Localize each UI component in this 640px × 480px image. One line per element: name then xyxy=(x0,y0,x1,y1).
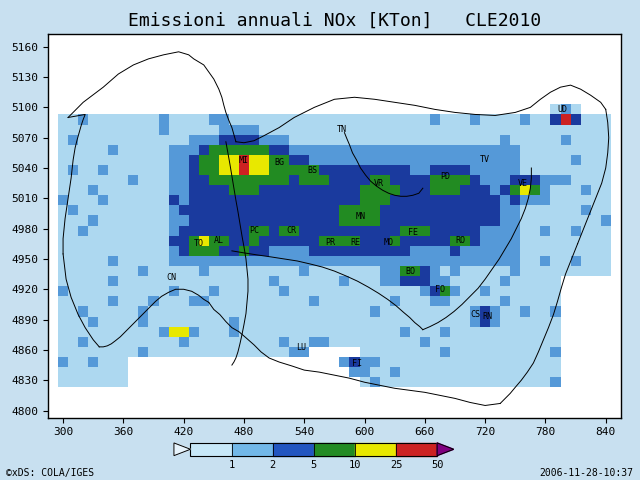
Text: MN: MN xyxy=(356,212,365,221)
Text: MI: MI xyxy=(239,156,249,166)
Text: 2006-11-28-10:37: 2006-11-28-10:37 xyxy=(540,468,634,478)
Text: TO: TO xyxy=(194,240,204,248)
Bar xyxy=(273,443,314,456)
Text: FI: FI xyxy=(351,359,362,368)
Text: 50: 50 xyxy=(431,460,444,470)
Text: VE: VE xyxy=(517,179,527,188)
Text: 25: 25 xyxy=(390,460,403,470)
Bar xyxy=(191,443,232,456)
Polygon shape xyxy=(437,443,454,456)
Text: MO: MO xyxy=(383,238,394,247)
Text: CR: CR xyxy=(286,226,296,235)
Bar xyxy=(314,443,355,456)
Text: ©xDS: COLA/IGES: ©xDS: COLA/IGES xyxy=(6,468,95,478)
Text: VR: VR xyxy=(374,179,383,188)
Text: 5: 5 xyxy=(310,460,317,470)
Text: RO: RO xyxy=(455,236,465,245)
Polygon shape xyxy=(174,443,191,456)
Text: FO: FO xyxy=(435,285,445,294)
Text: CN: CN xyxy=(166,273,177,282)
Text: LU: LU xyxy=(296,343,306,352)
Text: UD: UD xyxy=(557,105,568,114)
Text: BS: BS xyxy=(307,166,317,175)
Text: 1: 1 xyxy=(228,460,235,470)
Text: PC: PC xyxy=(249,226,259,235)
Text: RN: RN xyxy=(482,312,492,321)
Bar xyxy=(232,443,273,456)
Text: AL: AL xyxy=(214,236,224,245)
Text: BO: BO xyxy=(406,266,416,276)
Text: RE: RE xyxy=(351,238,360,247)
Text: BG: BG xyxy=(274,158,284,168)
Text: CS: CS xyxy=(470,310,480,319)
Text: PD: PD xyxy=(440,171,450,180)
Text: TN: TN xyxy=(337,125,346,134)
Text: PR: PR xyxy=(325,238,335,247)
Text: 2: 2 xyxy=(269,460,276,470)
Title: Emissioni annuali NOx [KTon]   CLE2010: Emissioni annuali NOx [KTon] CLE2010 xyxy=(128,11,541,29)
Bar xyxy=(191,443,437,456)
Text: FE: FE xyxy=(408,228,418,237)
Bar xyxy=(355,443,396,456)
Bar xyxy=(396,443,437,456)
Text: TV: TV xyxy=(480,156,490,165)
Text: 10: 10 xyxy=(349,460,361,470)
